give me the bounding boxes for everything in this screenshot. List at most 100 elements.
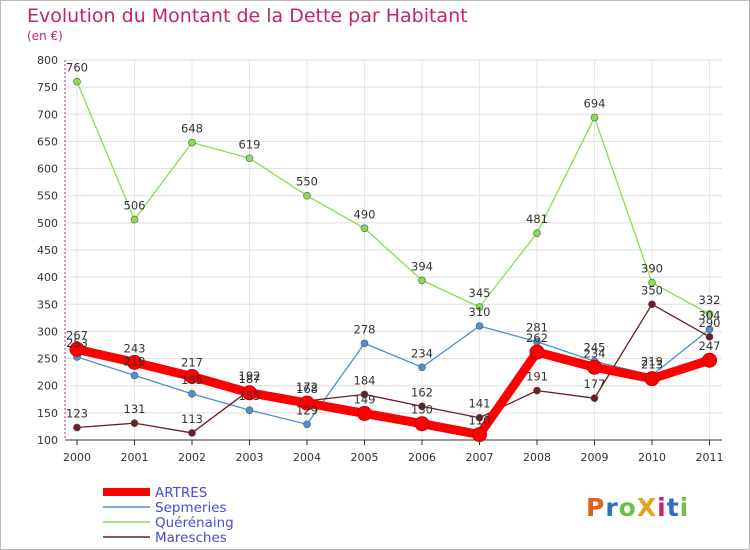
data-point xyxy=(648,300,656,309)
data-label: 390 xyxy=(641,262,663,276)
data-point xyxy=(418,363,426,372)
series-line-quérénaing xyxy=(76,81,710,315)
data-label: 234 xyxy=(411,346,433,360)
x-tick-label: 2008 xyxy=(523,451,551,464)
data-label: 350 xyxy=(641,283,663,297)
data-label: 267 xyxy=(66,328,88,342)
x-tick-label: 2001 xyxy=(121,451,149,464)
data-label: 110 xyxy=(469,414,491,428)
proxiti-logo: ProXiti xyxy=(586,493,689,522)
data-label: 130 xyxy=(411,403,433,417)
data-point xyxy=(418,276,426,285)
logo-letter: o xyxy=(618,493,637,522)
legend-label: ARTRES xyxy=(155,485,207,501)
y-tick-label: 100 xyxy=(37,434,58,447)
y-tick-label: 650 xyxy=(37,135,58,148)
data-label: 141 xyxy=(469,397,491,411)
data-label: 113 xyxy=(181,412,203,426)
y-tick-label: 800 xyxy=(37,54,58,67)
data-label: 310 xyxy=(469,305,491,319)
x-tick-label: 2003 xyxy=(236,451,264,464)
data-point xyxy=(73,423,81,432)
data-label: 185 xyxy=(181,373,203,387)
series-line-artres xyxy=(76,344,711,440)
data-point xyxy=(705,310,714,318)
data-point xyxy=(414,416,430,432)
data-label: 191 xyxy=(526,370,548,384)
data-label: 247 xyxy=(699,339,721,353)
data-label: 219 xyxy=(641,354,663,368)
data-label: 213 xyxy=(641,358,663,372)
data-label: 304 xyxy=(699,308,721,322)
series-line-maresches xyxy=(76,303,710,434)
data-point xyxy=(188,429,196,437)
data-point xyxy=(475,413,484,422)
data-point xyxy=(360,339,369,348)
data-point xyxy=(69,341,85,357)
legend-label: Maresches xyxy=(155,530,227,546)
data-label: 243 xyxy=(124,341,146,355)
logo-letter: r xyxy=(605,493,619,522)
data-label: 550 xyxy=(296,175,318,189)
chart-subtitle: (en €) xyxy=(27,29,63,43)
logo-letter: i xyxy=(679,493,690,522)
x-tick-label: 2002 xyxy=(178,451,206,464)
data-label: 506 xyxy=(124,199,146,213)
data-label: 162 xyxy=(411,385,433,399)
y-tick-label: 350 xyxy=(37,298,58,311)
y-tick-label: 300 xyxy=(37,325,58,338)
data-label: 131 xyxy=(124,402,146,416)
data-label: 253 xyxy=(66,336,88,350)
data-label: 290 xyxy=(699,316,721,330)
y-tick-label: 450 xyxy=(37,244,58,257)
data-point xyxy=(130,215,139,224)
data-point xyxy=(475,303,484,311)
data-point xyxy=(590,394,599,403)
data-point xyxy=(242,385,257,401)
data-point xyxy=(303,420,311,429)
data-point xyxy=(245,406,254,414)
x-tick-label: 2010 xyxy=(638,451,666,464)
data-point xyxy=(188,390,196,398)
data-label: 168 xyxy=(296,382,318,396)
data-label: 219 xyxy=(124,354,146,368)
data-point xyxy=(587,359,602,375)
data-point xyxy=(644,371,660,387)
legend-label: Sepmeries xyxy=(155,500,227,516)
data-point xyxy=(188,138,196,147)
x-tick-label: 2009 xyxy=(581,451,609,464)
data-point xyxy=(245,154,254,163)
data-point xyxy=(648,278,656,287)
data-point xyxy=(130,371,139,380)
data-label: 129 xyxy=(296,403,318,417)
data-point xyxy=(418,402,426,411)
x-tick-label: 2011 xyxy=(696,451,724,464)
x-tick-label: 2005 xyxy=(351,451,379,464)
data-point xyxy=(73,77,81,86)
data-label: 481 xyxy=(526,212,548,226)
data-point xyxy=(130,419,139,427)
x-tick-label: 2006 xyxy=(408,451,436,464)
data-point xyxy=(357,405,372,421)
x-tick-label: 2007 xyxy=(466,451,494,464)
data-label: 192 xyxy=(239,369,261,383)
data-label: 394 xyxy=(411,259,433,273)
chart-title: Evolution du Montant de la Dette par Hab… xyxy=(27,5,468,27)
x-tick-label: 2000 xyxy=(63,451,91,464)
y-tick-label: 700 xyxy=(37,108,58,121)
data-point xyxy=(533,386,541,395)
data-label: 694 xyxy=(584,97,606,111)
y-tick-label: 600 xyxy=(37,163,58,176)
data-point xyxy=(529,344,545,360)
data-label: 177 xyxy=(584,377,606,391)
data-point xyxy=(533,229,541,237)
y-tick-label: 550 xyxy=(37,190,58,203)
data-point xyxy=(360,390,369,399)
data-point xyxy=(475,322,484,330)
data-label: 123 xyxy=(66,407,88,421)
data-point xyxy=(472,427,487,443)
data-label: 184 xyxy=(354,373,376,387)
logo-letter: i xyxy=(657,493,667,522)
y-tick-label: 150 xyxy=(37,407,58,420)
